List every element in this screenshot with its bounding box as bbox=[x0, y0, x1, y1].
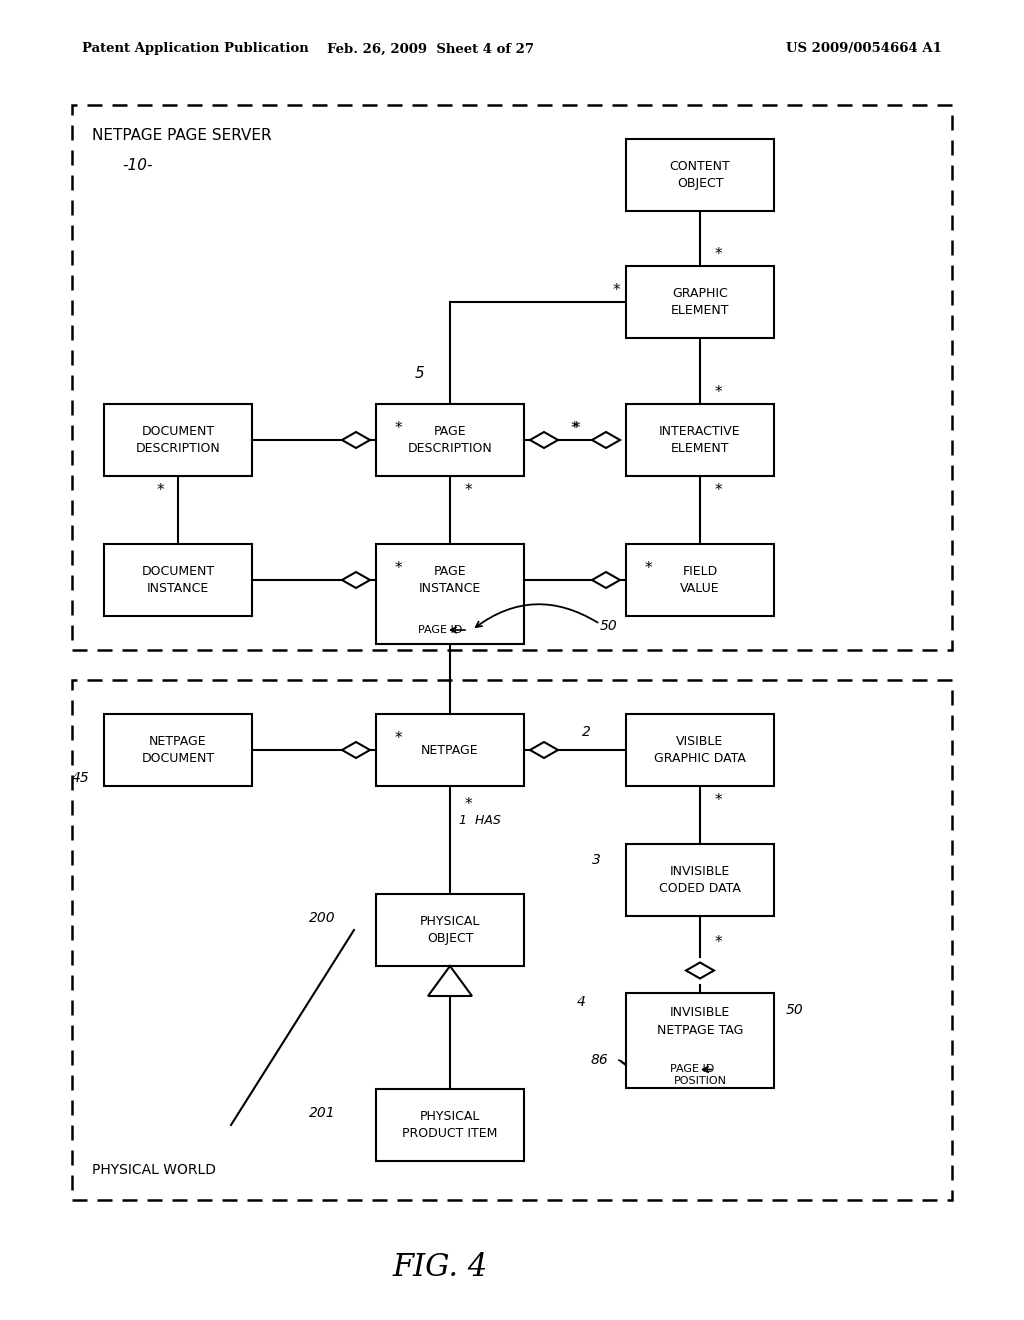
Bar bbox=[376, 1089, 524, 1162]
Text: 4: 4 bbox=[578, 995, 586, 1010]
Text: 2: 2 bbox=[582, 725, 591, 739]
Polygon shape bbox=[428, 966, 472, 997]
Text: *: * bbox=[157, 483, 164, 498]
Bar bbox=[104, 714, 252, 785]
Text: *: * bbox=[714, 792, 722, 808]
Text: CONTENT
OBJECT: CONTENT OBJECT bbox=[670, 160, 730, 190]
Text: *: * bbox=[644, 561, 652, 576]
Text: *: * bbox=[714, 247, 722, 261]
Text: Feb. 26, 2009  Sheet 4 of 27: Feb. 26, 2009 Sheet 4 of 27 bbox=[327, 42, 534, 55]
Text: -10-: -10- bbox=[122, 157, 153, 173]
Text: Patent Application Publication: Patent Application Publication bbox=[82, 42, 308, 55]
Text: NETPAGE
DOCUMENT: NETPAGE DOCUMENT bbox=[141, 735, 215, 766]
Text: *: * bbox=[394, 421, 401, 436]
Polygon shape bbox=[342, 432, 370, 447]
Bar bbox=[104, 544, 252, 616]
Text: 45: 45 bbox=[72, 771, 89, 785]
Text: *: * bbox=[572, 421, 580, 436]
Text: *: * bbox=[570, 421, 578, 436]
Text: 50: 50 bbox=[786, 1003, 804, 1016]
Bar bbox=[72, 106, 952, 649]
Bar bbox=[626, 139, 774, 211]
Text: INVISIBLE
NETPAGE TAG: INVISIBLE NETPAGE TAG bbox=[656, 1006, 743, 1036]
Text: INVISIBLE
CODED DATA: INVISIBLE CODED DATA bbox=[659, 865, 741, 895]
Text: 86: 86 bbox=[590, 1052, 608, 1067]
Text: *: * bbox=[464, 483, 472, 498]
Text: *: * bbox=[714, 384, 722, 400]
Text: 1  HAS: 1 HAS bbox=[459, 814, 501, 828]
Text: US 2009/0054664 A1: US 2009/0054664 A1 bbox=[786, 42, 942, 55]
Text: FIELD
VALUE: FIELD VALUE bbox=[680, 565, 720, 595]
Text: *: * bbox=[612, 282, 620, 297]
Text: INTERACTIVE
ELEMENT: INTERACTIVE ELEMENT bbox=[659, 425, 740, 455]
Bar bbox=[104, 404, 252, 477]
Text: GRAPHIC
ELEMENT: GRAPHIC ELEMENT bbox=[671, 286, 729, 317]
Text: *: * bbox=[464, 796, 472, 812]
Bar bbox=[626, 404, 774, 477]
Text: NETPAGE PAGE SERVER: NETPAGE PAGE SERVER bbox=[92, 128, 271, 143]
Text: 201: 201 bbox=[309, 1106, 336, 1119]
Polygon shape bbox=[686, 962, 714, 978]
Text: DOCUMENT
INSTANCE: DOCUMENT INSTANCE bbox=[141, 565, 215, 595]
Bar bbox=[626, 993, 774, 1088]
Polygon shape bbox=[530, 742, 558, 758]
Bar bbox=[626, 267, 774, 338]
Text: 3: 3 bbox=[592, 853, 600, 867]
Polygon shape bbox=[342, 572, 370, 587]
Polygon shape bbox=[530, 432, 558, 447]
Bar bbox=[626, 544, 774, 616]
Text: PAGE
INSTANCE: PAGE INSTANCE bbox=[419, 565, 481, 595]
Text: PAGE ID: PAGE ID bbox=[418, 624, 462, 635]
Text: PHYSICAL
OBJECT: PHYSICAL OBJECT bbox=[420, 915, 480, 945]
Text: *: * bbox=[394, 730, 401, 746]
Text: FIG. 4: FIG. 4 bbox=[392, 1251, 488, 1283]
Text: PHYSICAL WORLD: PHYSICAL WORLD bbox=[92, 1163, 216, 1177]
Polygon shape bbox=[592, 432, 620, 447]
Polygon shape bbox=[342, 742, 370, 758]
Bar bbox=[376, 894, 524, 966]
Text: 50: 50 bbox=[600, 619, 617, 634]
Text: POSITION: POSITION bbox=[674, 1076, 726, 1085]
Text: *: * bbox=[714, 935, 722, 950]
Bar bbox=[376, 714, 524, 785]
Bar bbox=[626, 843, 774, 916]
Bar bbox=[376, 544, 524, 644]
Bar bbox=[376, 404, 524, 477]
Text: *: * bbox=[394, 561, 401, 576]
Text: *: * bbox=[714, 483, 722, 498]
Bar bbox=[626, 714, 774, 785]
Text: PAGE
DESCRIPTION: PAGE DESCRIPTION bbox=[408, 425, 493, 455]
Text: DOCUMENT
DESCRIPTION: DOCUMENT DESCRIPTION bbox=[135, 425, 220, 455]
Text: NETPAGE: NETPAGE bbox=[421, 743, 479, 756]
Text: PAGE ID: PAGE ID bbox=[670, 1064, 714, 1074]
Polygon shape bbox=[592, 572, 620, 587]
Text: 5: 5 bbox=[415, 367, 425, 381]
Text: VISIBLE
GRAPHIC DATA: VISIBLE GRAPHIC DATA bbox=[654, 735, 745, 766]
Text: PHYSICAL
PRODUCT ITEM: PHYSICAL PRODUCT ITEM bbox=[402, 1110, 498, 1140]
Text: 200: 200 bbox=[309, 911, 336, 925]
Bar bbox=[72, 680, 952, 1200]
